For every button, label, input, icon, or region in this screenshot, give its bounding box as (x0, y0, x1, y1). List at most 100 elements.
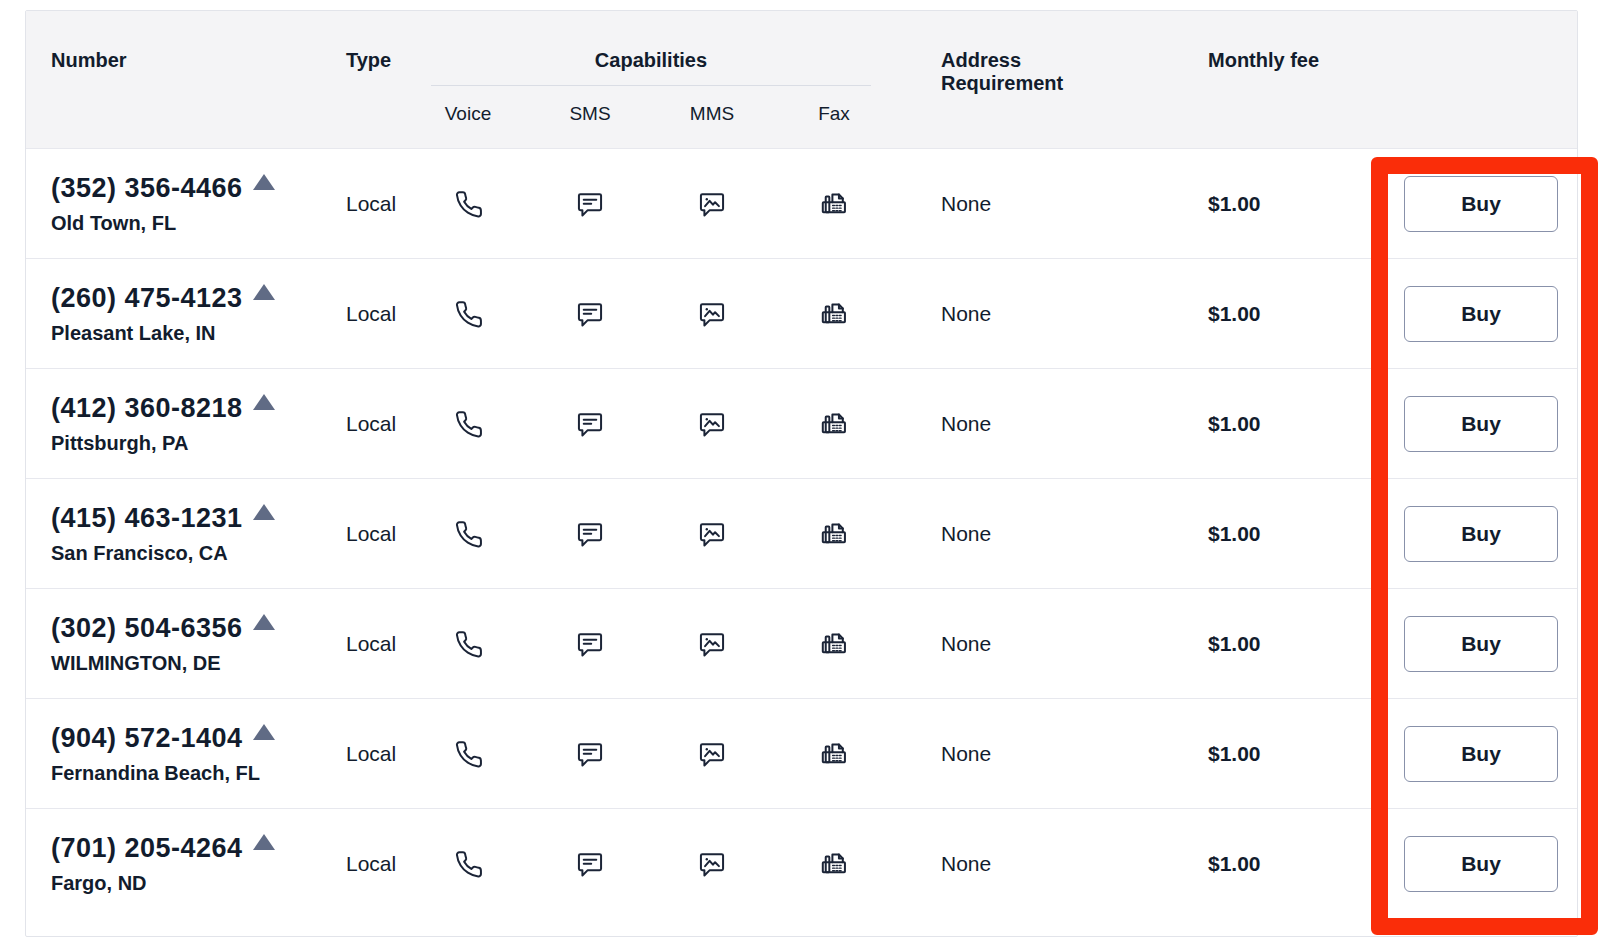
phone-number: (412) 360-8218 (51, 393, 243, 423)
fax-capability (773, 518, 895, 550)
mms-capability (651, 848, 773, 880)
fax-machine-icon (818, 628, 850, 660)
phone-icon (452, 848, 484, 880)
column-header-mms: MMS (651, 103, 773, 125)
mms-capability (651, 188, 773, 220)
voice-capability (407, 408, 529, 440)
number-type: Local (321, 742, 407, 766)
table-row: (352) 356-4466 Old Town, FL Local None $… (26, 148, 1577, 258)
number-location: San Francisco, CA (51, 543, 321, 563)
sms-bubble-icon (574, 298, 606, 330)
buy-button[interactable]: Buy (1404, 176, 1558, 232)
mms-image-bubble-icon (696, 518, 728, 550)
mms-capability (651, 738, 773, 770)
sms-bubble-icon (574, 408, 606, 440)
phone-number: (415) 463-1231 (51, 503, 243, 533)
number-cell: (412) 360-8218 Pittsburgh, PA (26, 395, 321, 453)
sms-bubble-icon (574, 188, 606, 220)
column-header-sms: SMS (529, 103, 651, 125)
voice-capability (407, 848, 529, 880)
column-header-monthly-fee: Monthly fee (1145, 11, 1340, 148)
voice-capability (407, 738, 529, 770)
number-cell: (415) 463-1231 San Francisco, CA (26, 505, 321, 563)
buy-button[interactable]: Buy (1404, 396, 1558, 452)
monthly-fee: $1.00 (1145, 522, 1340, 546)
fax-capability (773, 628, 895, 660)
available-numbers-table: Number Type Capabilities Voice SMS MMS F… (25, 10, 1578, 937)
phone-icon (452, 298, 484, 330)
address-requirement: None (895, 412, 1145, 436)
sms-bubble-icon (574, 848, 606, 880)
table-row: (701) 205-4264 Fargo, ND Local None $1.0… (26, 808, 1577, 918)
voice-capability (407, 298, 529, 330)
fax-machine-icon (818, 408, 850, 440)
sort-triangle-icon (253, 284, 275, 300)
mms-image-bubble-icon (696, 738, 728, 770)
number-location: Pittsburgh, PA (51, 433, 321, 453)
phone-number: (904) 572-1404 (51, 723, 243, 753)
sms-bubble-icon (574, 518, 606, 550)
buy-button[interactable]: Buy (1404, 726, 1558, 782)
buy-button[interactable]: Buy (1404, 616, 1558, 672)
voice-capability (407, 628, 529, 660)
sort-triangle-icon (253, 614, 275, 630)
fax-machine-icon (818, 298, 850, 330)
column-header-voice: Voice (407, 103, 529, 125)
voice-capability (407, 188, 529, 220)
number-cell: (904) 572-1404 Fernandina Beach, FL (26, 725, 321, 783)
number-cell: (302) 504-6356 WILMINGTON, DE (26, 615, 321, 673)
phone-number: (701) 205-4264 (51, 833, 243, 863)
table-row: (415) 463-1231 San Francisco, CA Local N… (26, 478, 1577, 588)
address-requirement: None (895, 192, 1145, 216)
number-location: Fargo, ND (51, 873, 321, 893)
sort-triangle-icon (253, 504, 275, 520)
number-cell: (260) 475-4123 Pleasant Lake, IN (26, 285, 321, 343)
sms-capability (529, 628, 651, 660)
column-header-capabilities-group: Capabilities Voice SMS MMS Fax (407, 11, 895, 148)
number-location: Old Town, FL (51, 213, 321, 233)
mms-capability (651, 518, 773, 550)
buy-button[interactable]: Buy (1404, 506, 1558, 562)
address-requirement: None (895, 632, 1145, 656)
sms-bubble-icon (574, 628, 606, 660)
column-header-type: Type (321, 11, 407, 148)
buy-button[interactable]: Buy (1404, 836, 1558, 892)
mms-image-bubble-icon (696, 848, 728, 880)
sms-capability (529, 518, 651, 550)
fax-capability (773, 738, 895, 770)
address-requirement: None (895, 522, 1145, 546)
phone-number: (352) 356-4466 (51, 173, 243, 203)
number-type: Local (321, 302, 407, 326)
number-location: Pleasant Lake, IN (51, 323, 321, 343)
monthly-fee: $1.00 (1145, 192, 1340, 216)
fax-capability (773, 298, 895, 330)
number-location: WILMINGTON, DE (51, 653, 321, 673)
number-type: Local (321, 522, 407, 546)
column-header-number: Number (26, 11, 321, 148)
sms-capability (529, 188, 651, 220)
sms-capability (529, 738, 651, 770)
buy-button[interactable]: Buy (1404, 286, 1558, 342)
column-header-address-requirement: Address Requirement (895, 11, 1145, 148)
number-cell: (352) 356-4466 Old Town, FL (26, 175, 321, 233)
phone-number: (302) 504-6356 (51, 613, 243, 643)
table-body: (352) 356-4466 Old Town, FL Local None $… (26, 148, 1577, 918)
number-type: Local (321, 192, 407, 216)
column-header-fax: Fax (773, 103, 895, 125)
monthly-fee: $1.00 (1145, 412, 1340, 436)
table-header: Number Type Capabilities Voice SMS MMS F… (26, 11, 1577, 148)
monthly-fee: $1.00 (1145, 632, 1340, 656)
table-row: (904) 572-1404 Fernandina Beach, FL Loca… (26, 698, 1577, 808)
mms-capability (651, 628, 773, 660)
phone-icon (452, 188, 484, 220)
voice-capability (407, 518, 529, 550)
table-row: (302) 504-6356 WILMINGTON, DE Local None… (26, 588, 1577, 698)
address-requirement: None (895, 852, 1145, 876)
sort-triangle-icon (253, 724, 275, 740)
fax-machine-icon (818, 848, 850, 880)
sort-triangle-icon (253, 834, 275, 850)
fax-machine-icon (818, 738, 850, 770)
sort-triangle-icon (253, 174, 275, 190)
sms-bubble-icon (574, 738, 606, 770)
phone-icon (452, 518, 484, 550)
